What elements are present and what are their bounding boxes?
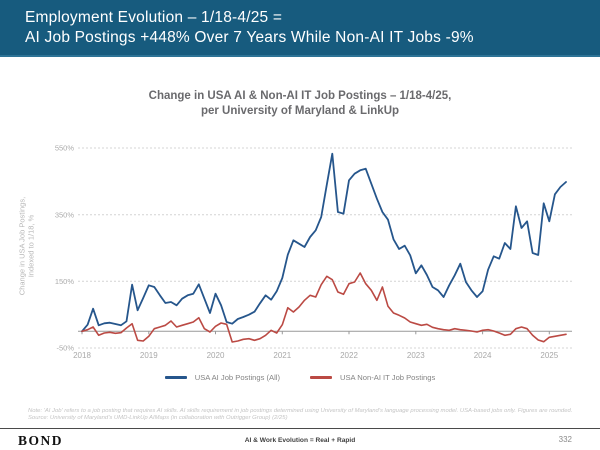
footer-divider (0, 428, 600, 429)
chart-title-line1: Change in USA AI & Non-AI IT Job Posting… (148, 90, 452, 102)
header-title-line1: Employment Evolution – 1/18-4/25 = (25, 9, 283, 26)
y-tick-label: 350% (55, 210, 75, 219)
bond-logo: BOND (18, 433, 64, 448)
page-number: 332 (558, 435, 572, 444)
y-tick-label: 150% (55, 277, 75, 286)
legend-label-ai: USA AI Job Postings (All) (194, 373, 280, 382)
x-tick-label: 2023 (407, 351, 425, 360)
x-tick-label: 2025 (540, 351, 558, 360)
legend-label-nonai: USA Non-AI IT Job Postings (340, 373, 436, 382)
chart-title: Change in USA AI & Non-AI IT Job Posting… (0, 89, 600, 118)
x-tick-label: 2018 (73, 351, 91, 360)
x-tick-label: 2024 (474, 351, 492, 360)
source-footnote: Note: 'AI Job' refers to a job posting t… (28, 408, 573, 422)
legend-item-nonai: USA Non-AI IT Job Postings (310, 373, 435, 382)
y-tick-label: -50% (56, 344, 74, 353)
ai-jobs-line (81, 152, 567, 333)
non-ai-jobs-line (81, 272, 567, 343)
x-tick-label: 2021 (273, 351, 291, 360)
footer-section-title: AI & Work Evolution = Real + Rapid (244, 437, 356, 444)
legend-item-ai: USA AI Job Postings (All) (164, 373, 280, 382)
header-title-line2: AI Job Postings +448% Over 7 Years While… (25, 28, 474, 46)
legend-swatch-ai (164, 376, 187, 379)
chart-legend: USA AI Job Postings (All) USA Non-AI IT … (0, 373, 600, 382)
x-tick-label: 2022 (340, 351, 358, 360)
x-tick-label: 2019 (140, 351, 158, 360)
chart-title-line2: per University of Maryland & LinkUp (200, 104, 400, 117)
slide-footer: BOND AI & Work Evolution = Real + Rapid … (0, 429, 600, 450)
y-tick-label: 550% (55, 144, 75, 153)
slide-header: Employment Evolution – 1/18-4/25 = AI Jo… (0, 0, 600, 57)
x-tick-label: 2020 (207, 351, 225, 360)
legend-swatch-nonai (310, 376, 332, 379)
